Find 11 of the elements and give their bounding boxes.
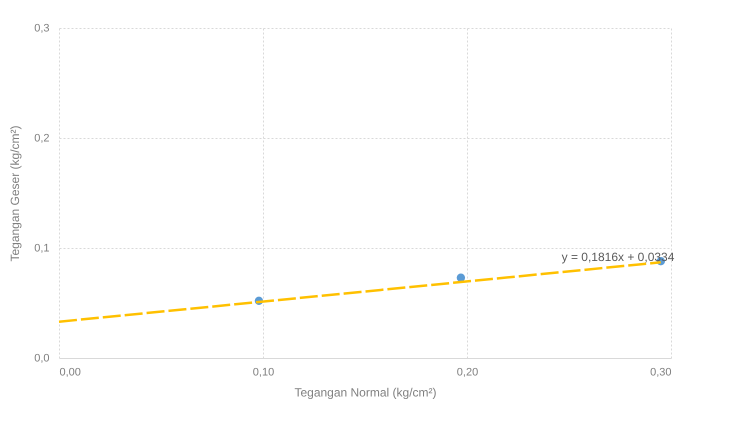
x-tick-label: 0,00 (60, 366, 81, 378)
y-tick-label: 0,1 (34, 242, 50, 254)
y-tick-label: 0,3 (34, 22, 50, 34)
x-tick-label: 0,20 (456, 366, 478, 378)
x-tick-label: 0,30 (650, 366, 672, 378)
x-axis-title: Tegangan Normal (kg/cm²) (294, 386, 437, 400)
x-tick-label: 0,10 (252, 366, 274, 378)
y-tick-label: 0,2 (34, 132, 50, 144)
y-tick-label: 0,0 (34, 352, 50, 364)
annotation: y = 0,1816x + 0,0334 (562, 250, 675, 264)
y-axis-title: Tegangan Geser (kg/cm²) (8, 125, 22, 262)
